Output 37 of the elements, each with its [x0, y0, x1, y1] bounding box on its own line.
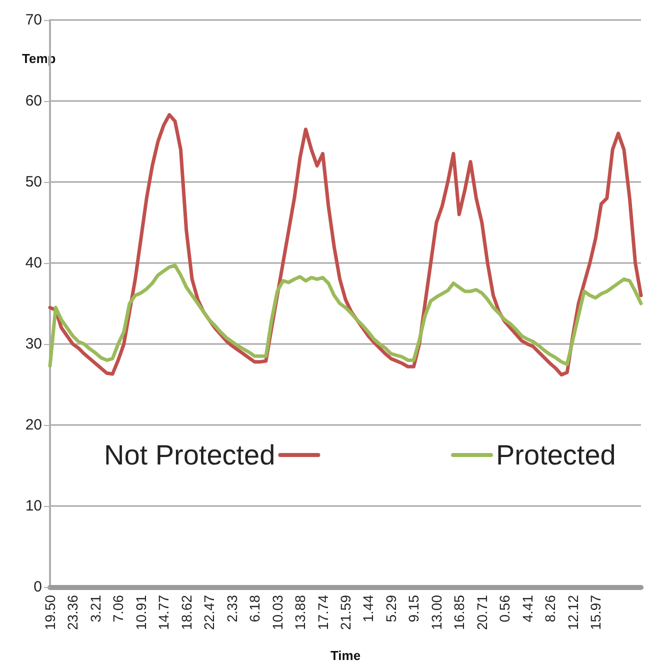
x-tick-label: 10.03 — [269, 594, 286, 630]
x-tick-label: 19.50 — [42, 594, 58, 630]
x-tick-label: 6.18 — [246, 594, 263, 622]
y-tick-label: 0 — [34, 578, 42, 596]
x-tick-label: 7.06 — [110, 594, 126, 622]
x-tick-label: 21.59 — [338, 594, 354, 630]
x-tick-label: 10.91 — [132, 594, 149, 630]
x-tick-label: 12.12 — [564, 594, 581, 630]
x-tick-label: 2.33 — [224, 594, 240, 622]
x-tick-label: 14.77 — [156, 594, 172, 630]
x-tick-label: 9.15 — [406, 594, 422, 622]
x-tick-label: 22.47 — [201, 594, 218, 630]
x-tick-label: 17.74 — [314, 594, 331, 630]
y-tick-label: 10 — [25, 498, 42, 514]
line-series — [48, 264, 643, 368]
x-tick-label: 13.00 — [428, 594, 444, 630]
y-tick-label: 40 — [25, 254, 42, 272]
legend-label: Protected — [496, 440, 616, 470]
y-tick-label: 30 — [25, 336, 42, 352]
x-tick-label: 8.26 — [542, 594, 558, 622]
x-tick-label: 3.21 — [87, 594, 104, 622]
x-tick-label: 0.56 — [496, 594, 513, 622]
text: Not Protected — [104, 440, 276, 470]
x-tick-label: 20.71 — [474, 594, 490, 630]
x-tick-label: 13.88 — [292, 594, 308, 630]
y-tick-label: 60 — [25, 92, 42, 110]
y-tick-label: 50 — [25, 174, 42, 190]
y-tick-label: 20 — [25, 416, 42, 434]
x-axis-title: Time — [330, 648, 361, 663]
x-tick-label: 5.29 — [382, 594, 399, 622]
x-tick-label: 4.41 — [519, 594, 536, 622]
x-tick-label: 16.85 — [451, 594, 468, 630]
x-tick-label: 23.36 — [64, 594, 81, 630]
x-tick-label: 15.97 — [588, 594, 604, 630]
x-tick-label: 1.44 — [360, 594, 376, 622]
x-tick-label: 18.62 — [178, 594, 194, 630]
y-tick-label: 70 — [25, 12, 42, 28]
